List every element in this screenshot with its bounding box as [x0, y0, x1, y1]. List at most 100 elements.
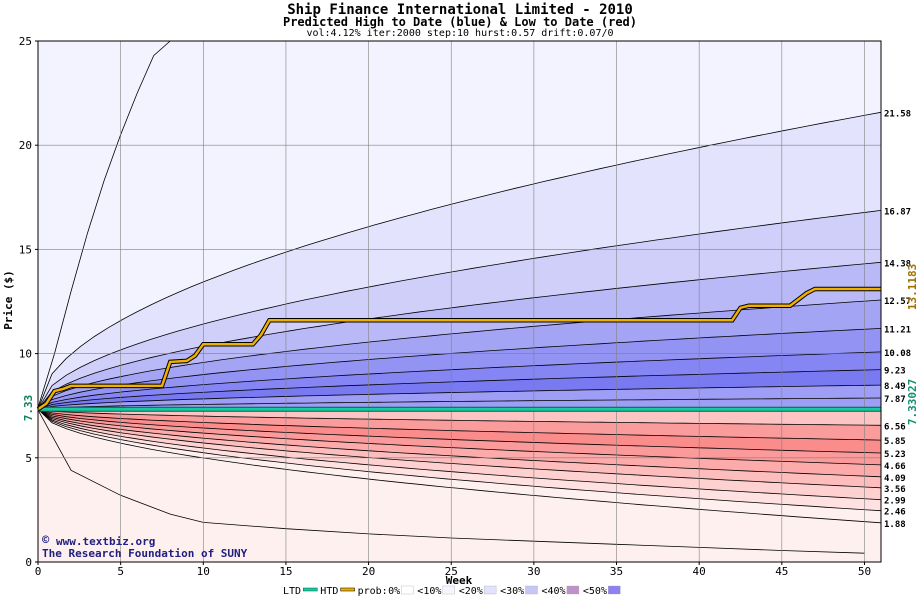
x-tick-label-25: 25 — [445, 565, 458, 578]
y-axis-ticks: 0 5 10 15 20 25 — [19, 35, 38, 569]
ltd-final-label: 7.33027 — [906, 379, 919, 425]
band-low-5 — [38, 409, 881, 488]
band-high-7 — [38, 369, 881, 410]
band-high-6 — [38, 351, 881, 410]
low-curve-1 — [37, 408, 882, 441]
end-value-labels: 21.58 16.87 14.38 12.57 11.21 10.08 9.23 8.49 7.… — [884, 109, 911, 530]
band-high-1 — [38, 112, 881, 410]
low-curve-0 — [37, 408, 882, 426]
y-tick-label-0: 0 — [25, 556, 32, 569]
band-high-9 — [38, 398, 881, 410]
high-curve-6 — [37, 369, 882, 410]
low-curve-6 — [37, 408, 882, 501]
low-end-label-0: 6.56 — [884, 422, 906, 432]
low-end-label-1: 5.85 — [884, 437, 906, 447]
outer-high-curve — [37, 40, 171, 408]
credit-line-1: www.textbiz.org — [56, 535, 155, 548]
high-curve-8 — [37, 397, 882, 410]
legend-prob-label-4: <40% — [542, 586, 566, 597]
legend-prob-label-2: <20% — [459, 586, 483, 597]
y-tick-label-15: 15 — [19, 243, 32, 256]
high-curve-0 — [37, 111, 882, 410]
high-curve-2 — [37, 261, 882, 410]
legend-htd-swatch — [340, 587, 355, 592]
high-curve-7 — [37, 384, 882, 410]
y-tick-label-20: 20 — [19, 139, 32, 152]
legend: LTD HTD prob: 0% <10% <20% <30% <40% <50% — [283, 585, 621, 597]
band-high-8 — [38, 385, 881, 410]
x-tick-label-35: 35 — [610, 565, 623, 578]
low-curve-3 — [37, 408, 882, 466]
legend-prob-swatch-2 — [483, 585, 497, 595]
band-high-0 — [38, 41, 881, 410]
band-high-2 — [38, 210, 881, 410]
legend-ltd-swatch — [303, 587, 318, 592]
high-end-label-1: 16.87 — [884, 207, 911, 217]
htd-final-label: 13.1183 — [906, 264, 919, 310]
legend-prob-label-3: <30% — [500, 586, 524, 597]
x-tick-label-20: 20 — [362, 565, 375, 578]
x-tick-label-40: 40 — [693, 565, 706, 578]
high-end-label-7: 8.49 — [884, 382, 906, 392]
low-end-label-8: 1.88 — [884, 520, 906, 530]
x-tick-label-30: 30 — [527, 565, 540, 578]
low-end-label-7: 2.46 — [884, 508, 906, 518]
high-curve-4 — [37, 328, 882, 410]
band-high-5 — [38, 328, 881, 410]
band-low-3 — [38, 409, 881, 465]
high-end-label-6: 9.23 — [884, 367, 906, 377]
probability-bands — [38, 41, 881, 562]
low-curve-2 — [37, 408, 882, 454]
low-end-label-2: 5.23 — [884, 450, 906, 460]
y-tick-label-5: 5 — [25, 452, 32, 465]
legend-prob-swatch-1 — [442, 585, 455, 595]
x-tick-label-5: 5 — [117, 565, 124, 578]
high-curve-5 — [37, 351, 882, 410]
x-axis-label: Week — [446, 574, 473, 587]
legend-prob-label-0: 0% — [388, 586, 400, 597]
credit-line-2: The Research Foundation of SUNY — [42, 547, 248, 560]
legend-prob-swatch-5 — [608, 585, 621, 595]
chart-subtitle: Predicted High to Date (blue) & Low to D… — [282, 15, 637, 29]
band-high-3 — [38, 262, 881, 410]
high-end-label-0: 21.58 — [884, 109, 911, 119]
y-tick-label-25: 25 — [19, 35, 32, 48]
legend-prob-swatch-0 — [401, 585, 414, 595]
band-low-7 — [38, 409, 881, 511]
low-curve-5 — [37, 408, 882, 489]
band-low-1 — [38, 409, 881, 441]
band-high-4 — [38, 300, 881, 410]
low-curve-8 — [37, 408, 882, 524]
credit-symbol: © — [42, 533, 50, 547]
low-end-label-6: 2.99 — [884, 497, 906, 507]
high-end-label-8: 7.87 — [884, 395, 906, 405]
low-curve-7 — [37, 408, 882, 512]
band-low-8 — [38, 409, 881, 523]
low-end-label-5: 3.56 — [884, 485, 906, 495]
low-curve-4 — [37, 408, 882, 478]
y-tick-label-10: 10 — [19, 348, 32, 361]
legend-ltd-label: LTD — [283, 586, 301, 597]
legend-htd-label: HTD — [320, 586, 338, 597]
high-end-label-2: 14.38 — [884, 259, 911, 269]
x-tick-label-45: 45 — [775, 565, 788, 578]
legend-prob-label-5: <50% — [583, 586, 607, 597]
low-end-label-3: 4.66 — [884, 462, 906, 472]
band-low-4 — [38, 409, 881, 477]
high-end-label-5: 10.08 — [884, 349, 911, 359]
high-curve-1 — [37, 210, 882, 410]
x-tick-label-15: 15 — [279, 565, 292, 578]
legend-prob-prefix: prob: — [358, 586, 388, 597]
high-end-label-3: 12.57 — [884, 297, 911, 307]
y-axis-label: Price ($) — [2, 270, 15, 330]
high-end-label-4: 11.21 — [884, 325, 911, 335]
series-lines — [36, 286, 881, 412]
x-tick-label-10: 10 — [197, 565, 210, 578]
low-end-label-4: 4.09 — [884, 474, 906, 484]
legend-prob-label-1: <10% — [417, 586, 441, 597]
start-price-label: 7.33 — [22, 395, 35, 422]
band-low-9 — [38, 409, 881, 562]
band-low-0 — [38, 409, 881, 426]
legend-prob-swatch-3 — [525, 585, 538, 595]
